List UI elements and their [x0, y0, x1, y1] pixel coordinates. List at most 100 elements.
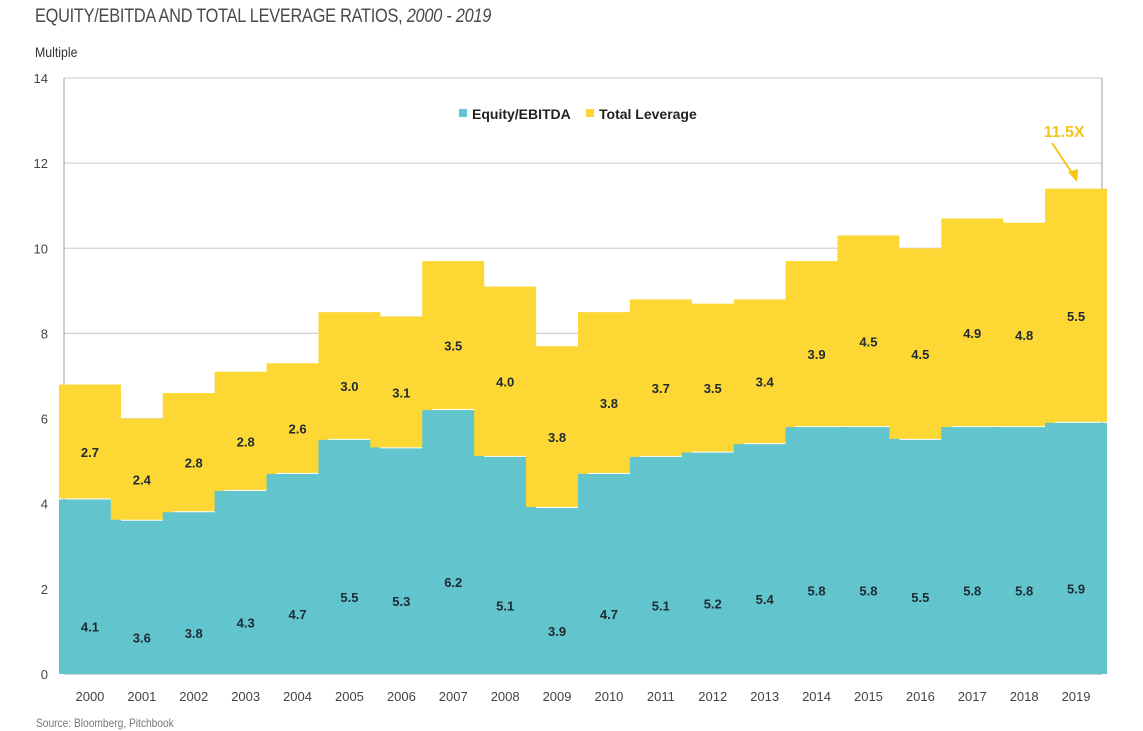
bar-equity-ebitda: [58, 499, 121, 674]
y-tick-label: 8: [41, 326, 48, 341]
bar-equity-ebitda: [629, 456, 692, 674]
x-tick-label: 2008: [491, 689, 520, 704]
x-tick-label: 2018: [1010, 689, 1039, 704]
bar-total-leverage: [733, 299, 796, 444]
data-label-equity: 5.8: [1015, 584, 1033, 599]
data-label-equity: 4.3: [237, 615, 255, 630]
legend-swatch-leverage: [586, 109, 594, 117]
bar-equity-ebitda: [162, 512, 225, 674]
x-tick-label: 2017: [958, 689, 987, 704]
x-tick-label: 2014: [802, 689, 831, 704]
bars: 4.1 2.7 3.6 2.4 3.8 2.8 4.3 2.8 4.7 2.6 5.5 3.0 5.3 3…: [58, 188, 1108, 674]
y-tick-label: 14: [34, 71, 48, 86]
data-label-leverage: 2.8: [237, 434, 255, 449]
data-label-leverage: 3.9: [808, 347, 826, 362]
data-label-equity: 4.7: [289, 607, 307, 622]
y-tick-label: 4: [41, 497, 48, 512]
annotation-arrow-line: [1051, 142, 1075, 177]
annotation-label: 11.5X: [1044, 124, 1085, 141]
bar-total-leverage: [993, 222, 1056, 427]
x-tick-label: 2004: [283, 689, 312, 704]
bar-equity-ebitda: [422, 410, 485, 674]
y-tick-label: 6: [41, 412, 48, 427]
bar-total-leverage: [318, 312, 381, 439]
bar-total-leverage: [162, 393, 225, 512]
legend-swatch-equity: [459, 109, 467, 117]
x-tick-label: 2001: [127, 689, 156, 704]
x-tick-label: 2003: [231, 689, 260, 704]
bar-equity-ebitda: [266, 473, 329, 674]
data-label-leverage: 3.5: [704, 381, 722, 396]
data-label-equity: 4.1: [81, 620, 99, 635]
legend-label-leverage: Total Leverage: [599, 106, 697, 122]
chart-title: EQUITY/EBITDA AND TOTAL LEVERAGE RATIOS,…: [35, 6, 491, 28]
x-tick-label: 2019: [1062, 689, 1091, 704]
data-label-equity: 5.8: [808, 584, 826, 599]
data-label-leverage: 4.0: [496, 375, 514, 390]
bar-equity-ebitda: [681, 452, 744, 674]
bar-equity-ebitda: [110, 520, 173, 674]
data-label-equity: 5.1: [652, 598, 670, 613]
bar-total-leverage: [474, 286, 537, 456]
x-tick-label: 2005: [335, 689, 364, 704]
bar-equity-ebitda: [474, 456, 537, 674]
annotation: 11.5X: [1044, 124, 1085, 182]
data-label-leverage: 2.7: [81, 445, 99, 460]
data-label-leverage: 2.4: [133, 473, 152, 488]
bar-total-leverage: [422, 261, 485, 410]
bar-equity-ebitda: [318, 439, 381, 674]
data-label-equity: 4.7: [600, 607, 618, 622]
x-tick-label: 2016: [906, 689, 935, 704]
title-years: 2000 - 2019: [406, 6, 492, 27]
x-tick-label: 2011: [647, 689, 675, 704]
y-tick-label: 10: [34, 241, 48, 256]
data-label-leverage: 3.0: [340, 379, 358, 394]
bar-equity-ebitda: [785, 427, 848, 674]
bar-equity-ebitda: [526, 507, 589, 674]
bar-total-leverage: [214, 371, 277, 490]
x-tick-label: 2002: [179, 689, 208, 704]
x-tick-label: 2012: [698, 689, 727, 704]
data-label-leverage: 5.5: [1067, 309, 1085, 324]
data-label-leverage: 2.6: [289, 422, 307, 437]
data-label-equity: 3.6: [133, 630, 151, 645]
x-tick-label: 2000: [75, 689, 104, 704]
y-tick-label: 2: [41, 582, 48, 597]
data-label-leverage: 4.9: [963, 326, 981, 341]
x-tick-label: 2009: [543, 689, 572, 704]
bar-equity-ebitda: [577, 473, 640, 674]
bar-total-leverage: [370, 316, 433, 448]
title-main: EQUITY/EBITDA AND TOTAL LEVERAGE RATIOS,: [35, 6, 407, 27]
data-label-equity: 5.8: [859, 584, 877, 599]
data-label-leverage: 4.5: [859, 334, 877, 349]
bar-equity-ebitda: [370, 448, 433, 674]
data-label-equity: 5.1: [496, 598, 514, 613]
bar-equity-ebitda: [993, 427, 1056, 674]
x-tick-label: 2006: [387, 689, 416, 704]
data-label-leverage: 3.8: [548, 430, 566, 445]
bar-total-leverage: [526, 346, 589, 507]
y-axis-unit-label: Multiple: [35, 44, 78, 60]
x-tick-label: 2015: [854, 689, 883, 704]
data-label-equity: 5.5: [911, 590, 929, 605]
x-tick-label: 2007: [439, 689, 468, 704]
data-label-equity: 5.8: [963, 584, 981, 599]
bar-equity-ebitda: [941, 427, 1004, 674]
bar-equity-ebitda: [889, 439, 952, 674]
data-label-leverage: 2.8: [185, 456, 203, 471]
x-tick-label: 2010: [594, 689, 623, 704]
legend: Equity/EBITDA Total Leverage: [459, 106, 697, 122]
data-label-equity: 5.3: [392, 594, 410, 609]
legend-label-equity: Equity/EBITDA: [472, 106, 571, 122]
bar-total-leverage: [785, 261, 848, 427]
data-label-equity: 6.2: [444, 575, 462, 590]
data-label-equity: 5.4: [756, 592, 775, 607]
y-axis-ticks: 0 2 4 6 8 10 12 14: [34, 71, 48, 682]
x-axis-ticks: 2000 2001 2002 2003 2004 2005 2006 2007 2008 2009…: [75, 689, 1090, 704]
data-label-equity: 5.9: [1067, 581, 1085, 596]
bar-total-leverage: [629, 299, 692, 456]
y-tick-label: 0: [41, 667, 48, 682]
x-tick-label: 2013: [750, 689, 779, 704]
data-label-leverage: 3.8: [600, 396, 618, 411]
